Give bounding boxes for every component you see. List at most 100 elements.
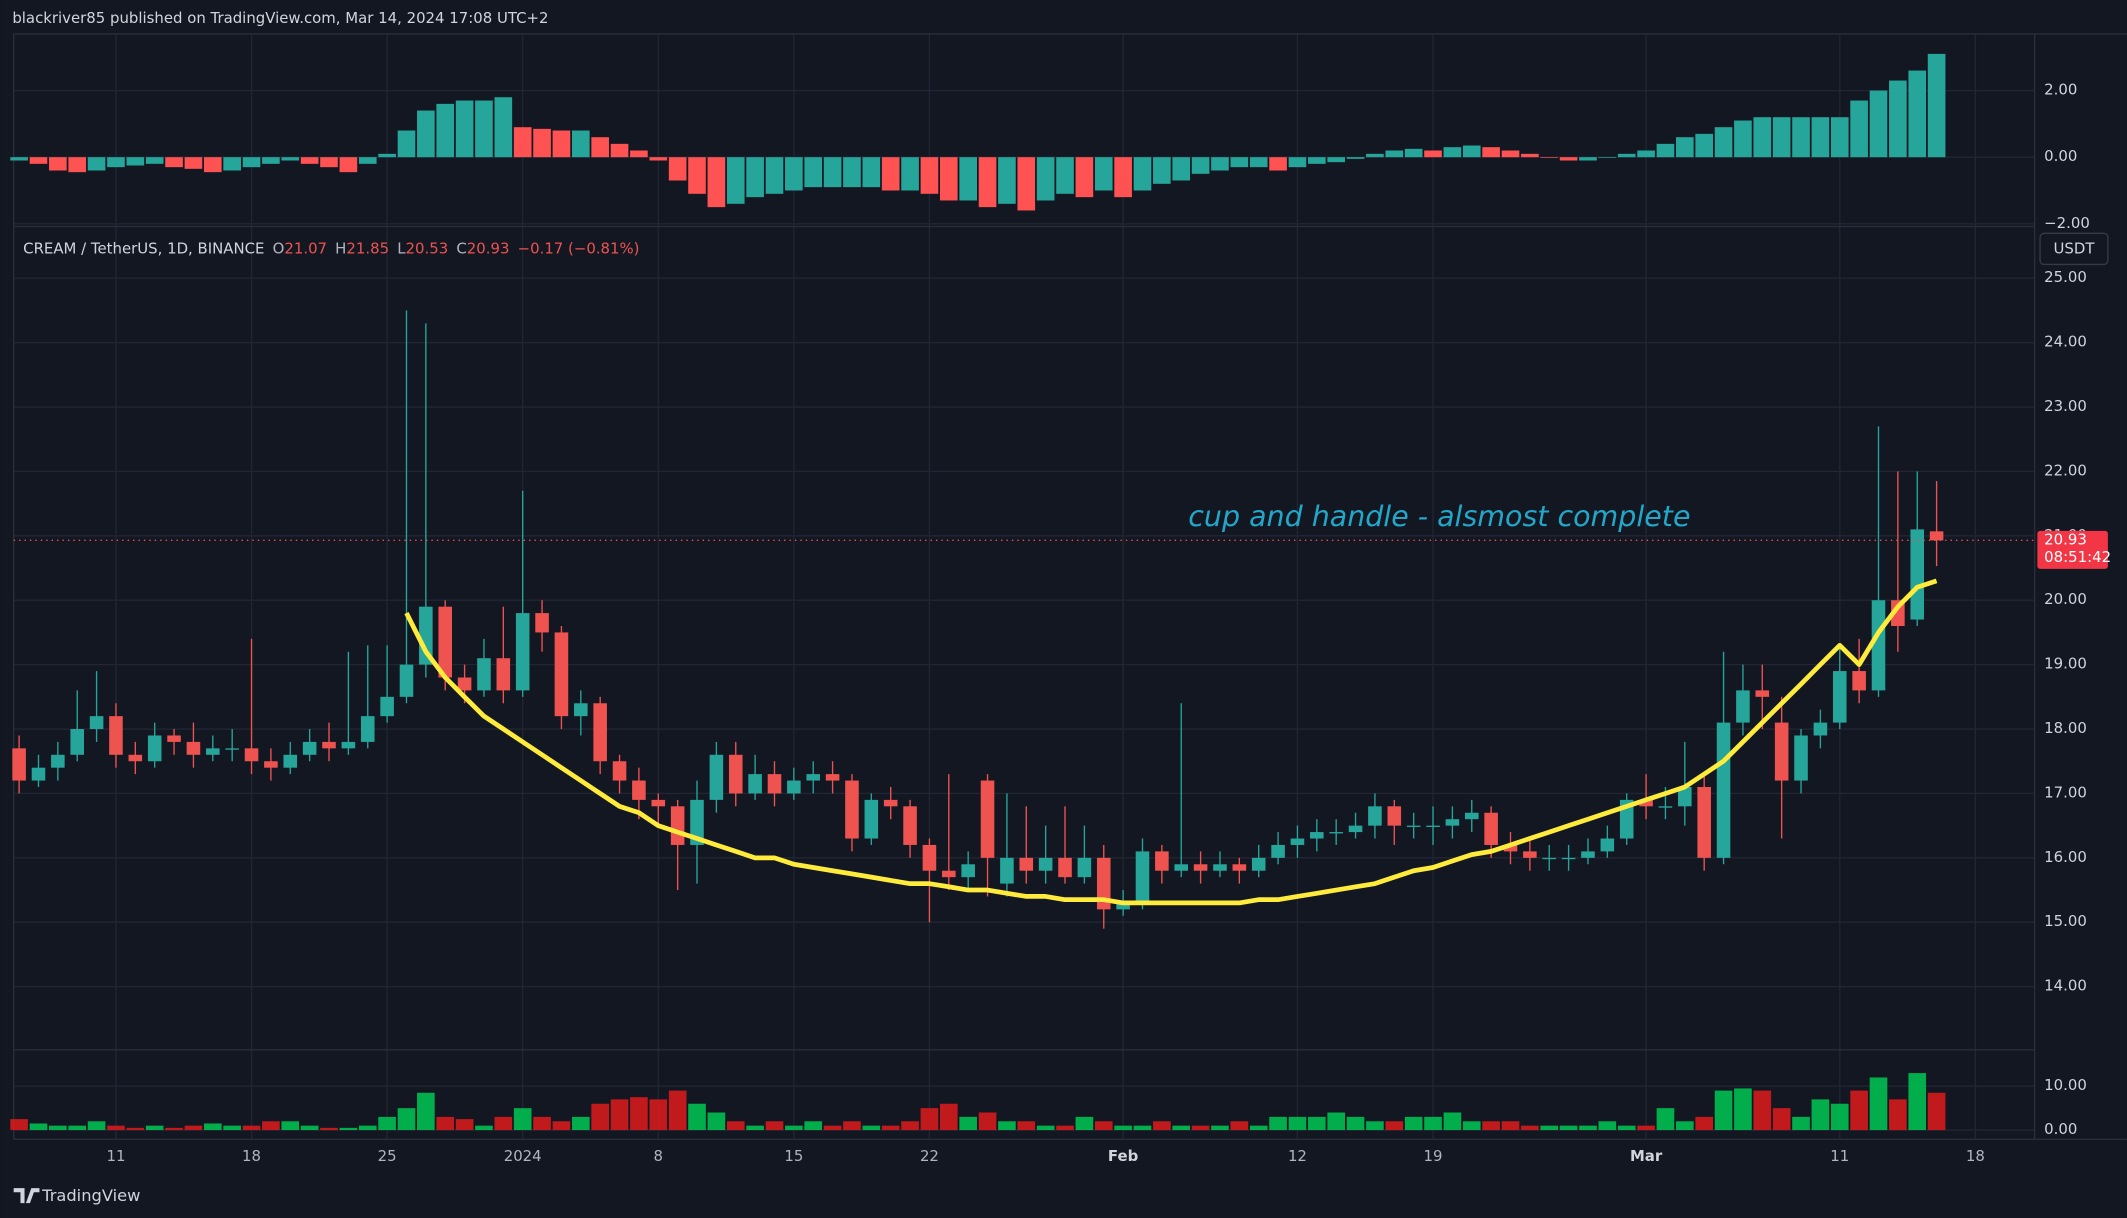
volume-bar [1211, 1125, 1229, 1131]
histogram-bar [1656, 143, 1675, 158]
candle-body [1387, 806, 1402, 826]
histogram-bar [1753, 117, 1772, 158]
candle-body [1271, 844, 1285, 858]
histogram-bar [339, 157, 358, 173]
histogram-bar [262, 157, 280, 164]
volume-bar [1792, 1116, 1810, 1131]
volume-bar [184, 1125, 203, 1131]
histogram-bar [29, 157, 48, 164]
volume-bar [1404, 1116, 1423, 1131]
histogram-bar [1869, 90, 1888, 158]
histogram-bar [765, 157, 784, 194]
volume-bar [1288, 1116, 1307, 1131]
candle-body [1503, 844, 1518, 852]
candle-body [264, 761, 278, 768]
volume-bar [1172, 1125, 1191, 1131]
candle-body [632, 780, 646, 800]
volume-bar [610, 1099, 629, 1131]
volume-bar [1637, 1125, 1655, 1131]
y-tick-label: 0.00 [2044, 147, 2077, 165]
y-tick-label: 16.00 [2044, 848, 2087, 866]
histogram-bar [707, 157, 726, 208]
volume-bar [494, 1116, 513, 1131]
histogram-bar [1501, 150, 1520, 158]
volume-bar [107, 1125, 125, 1131]
histogram-bar [1482, 147, 1500, 158]
candle-body [787, 780, 801, 794]
volume-bar [688, 1103, 706, 1131]
volume-bar [1269, 1116, 1287, 1131]
candle-body [341, 741, 356, 749]
candle-body [1038, 857, 1053, 871]
volume-bar [1908, 1073, 1927, 1131]
last-price-label: 20.93 [2044, 530, 2087, 548]
histogram-bar [1404, 148, 1423, 158]
histogram-bar [1811, 117, 1830, 158]
histogram-bar [1424, 150, 1442, 158]
volume-bar [1075, 1116, 1094, 1131]
volume-bar [1424, 1116, 1442, 1131]
candle-body [690, 799, 704, 845]
legend-value: 21.85 [346, 240, 389, 258]
histogram-bar [378, 153, 396, 158]
histogram-bar [1830, 117, 1849, 158]
y-tick-label: 19.00 [2044, 655, 2087, 673]
candle-body [1135, 851, 1150, 903]
candle-body [515, 613, 530, 691]
volume-bar [630, 1097, 648, 1131]
candle-body [12, 748, 26, 781]
candle-body [283, 754, 298, 768]
candle-body [574, 703, 588, 717]
candle-body [651, 799, 666, 807]
volume-bar [1675, 1121, 1694, 1131]
volume-bar [1307, 1116, 1326, 1131]
volume-bar [1443, 1112, 1462, 1131]
candle-body [593, 703, 607, 762]
logo: TradingView [13, 1186, 140, 1205]
y-tick-label: 20.00 [2044, 590, 2087, 608]
histogram-bar [320, 157, 338, 168]
currency-box[interactable] [2039, 232, 2109, 266]
volume-bar [513, 1108, 532, 1131]
volume-bar [1598, 1121, 1617, 1131]
volume-bar [901, 1121, 919, 1131]
histogram-bar [804, 157, 823, 188]
candle-body [1096, 857, 1111, 910]
candle-body [864, 799, 879, 839]
candle-body [1523, 851, 1537, 858]
volume-bar [203, 1123, 222, 1131]
volume-bar [591, 1103, 609, 1131]
candle-body [903, 806, 917, 845]
histogram-bar [1230, 157, 1249, 168]
candle-body [554, 632, 569, 717]
candle-body [1600, 838, 1615, 852]
candle-body [1852, 671, 1866, 691]
histogram-bar [920, 157, 939, 194]
volume-bar [1191, 1125, 1210, 1131]
histogram-bar [726, 157, 745, 204]
candle-body [748, 774, 762, 794]
currency[interactable]: USDT [2053, 240, 2095, 258]
candle-body [302, 741, 317, 755]
histogram-bar [1792, 117, 1810, 158]
histogram-bar [203, 157, 222, 173]
histogram-bar [1269, 157, 1287, 171]
histogram-bar [998, 157, 1016, 204]
histogram-bar [436, 103, 455, 158]
volume-bar [378, 1116, 396, 1131]
last-price-tag [2037, 530, 2108, 569]
volume-bar [320, 1127, 338, 1131]
histogram-bar [1889, 80, 1907, 158]
x-tick-label: 11 [1830, 1147, 1849, 1165]
volume-bar [1346, 1116, 1365, 1131]
histogram-bar [843, 157, 861, 188]
candle-body [1232, 864, 1247, 871]
volume-bar [436, 1116, 455, 1131]
histogram-bar [1288, 157, 1307, 168]
histogram-bar [1346, 157, 1365, 159]
histogram-bar [165, 157, 183, 168]
histogram-bar [1540, 157, 1559, 158]
candle-body [1464, 812, 1479, 820]
volume-bar [1772, 1108, 1791, 1131]
